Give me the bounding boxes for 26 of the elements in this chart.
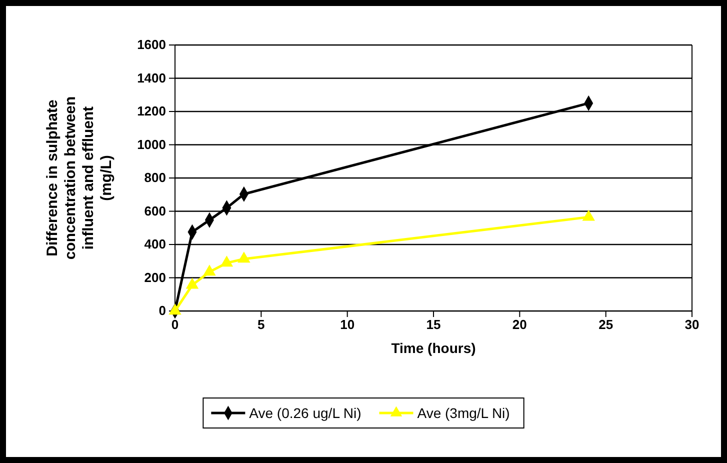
x-tick-label: 0 (171, 317, 179, 332)
point (168, 304, 182, 315)
legend-label: Ave (0.26 ug/L Ni) (249, 405, 362, 421)
y-tick-label: 1000 (137, 136, 166, 152)
x-axis-title: Time (hours) (391, 340, 476, 356)
point (186, 278, 199, 289)
y-tick-label: 400 (144, 236, 166, 252)
point (582, 210, 595, 221)
y-tick-label: 800 (144, 170, 166, 186)
x-tick-label: 20 (512, 317, 527, 332)
x-tick-label: 25 (598, 317, 614, 332)
y-tick-label: 1200 (137, 104, 166, 119)
legend-label: Ave (3mg/L Ni) (417, 405, 510, 421)
y-axis-title: Difference in sulphate concentration between influent and effluent (mg/L) (44, 96, 115, 260)
y-tick-label: 0 (158, 303, 166, 318)
x-tick-label: 15 (426, 317, 441, 332)
point (203, 264, 216, 276)
x-tick-label: 10 (340, 317, 355, 332)
y-tick-label: 600 (144, 203, 166, 218)
y-tick-label: 200 (144, 270, 166, 285)
y-tick-label: 1400 (137, 70, 166, 86)
y-tick-label: 1600 (137, 37, 166, 52)
point (238, 252, 250, 263)
x-tick-label: 5 (258, 317, 265, 332)
point (220, 256, 234, 267)
x-tick-label: 30 (684, 317, 700, 332)
